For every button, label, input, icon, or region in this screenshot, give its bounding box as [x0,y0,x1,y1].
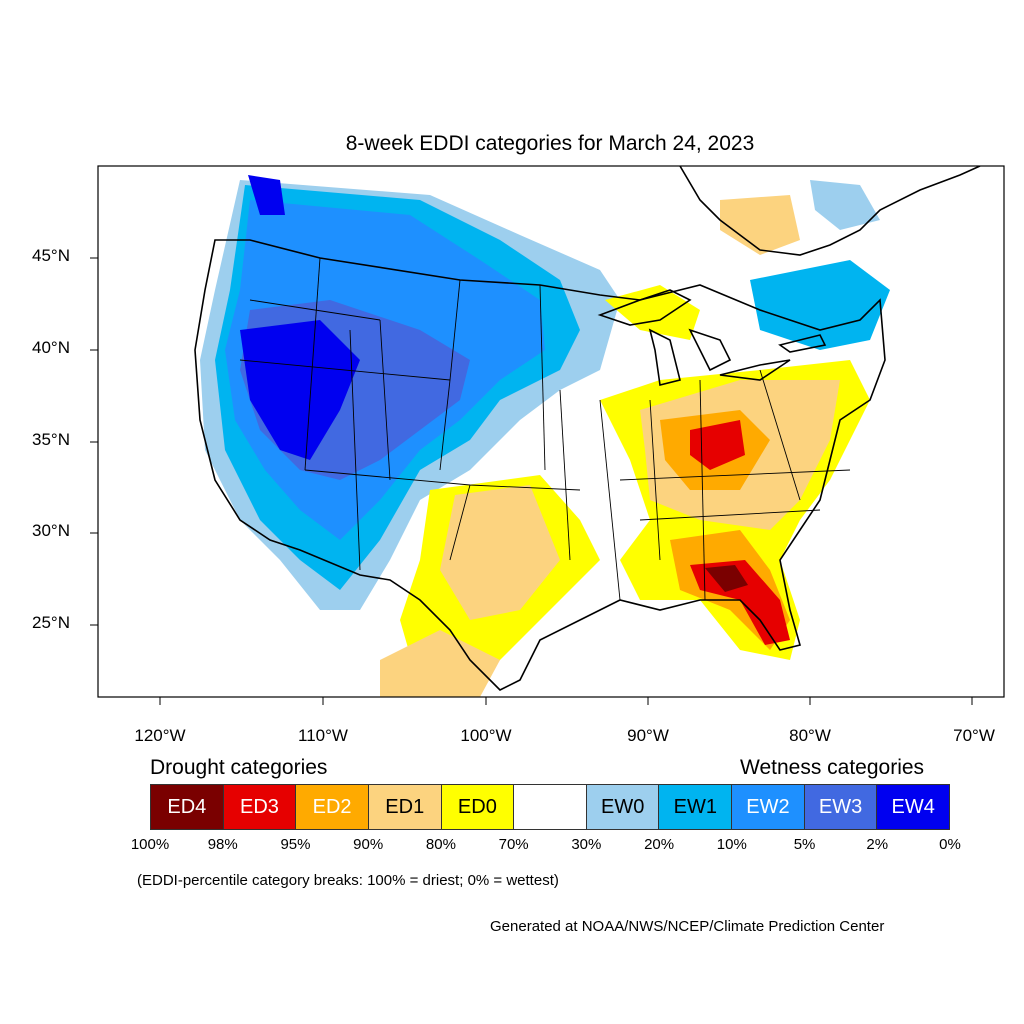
x-label-120w: 120°W [134,726,186,745]
y-label-45n: 45°N [32,246,70,265]
percentile-label: 2% [866,836,889,853]
legend-box-ew0: EW0 [586,785,660,829]
percentile-label: 100% [130,836,170,853]
percentile-label: 20% [644,836,675,853]
x-label-100w: 100°W [460,726,512,745]
legend-note: (EDDI-percentile category breaks: 100% =… [137,872,559,889]
dry-region-ed3-florida [690,560,790,645]
state-lines [239,257,851,601]
x-label-110w: 110°W [298,726,348,745]
legend-box-ew1: EW1 [659,785,733,829]
dry-region-ed4-florida [705,565,748,592]
legend-box-neutral [514,785,587,829]
category-legend: ED4 ED3 ED2 ED1 ED0 EW0 EW1 EW2 EW3 EW4 [150,784,950,830]
great-lakes [597,289,827,386]
axis-ticks [90,257,973,705]
map-frame [97,165,1005,698]
x-label-90w: 90°W [627,726,669,745]
percentile-label: 70% [498,836,529,853]
percentile-label: 0% [939,836,961,853]
percentile-label: 80% [425,836,456,853]
map-boundaries [194,166,981,691]
legend-box-ed0: ED0 [441,785,515,829]
wet-region-ew4-north [248,175,285,215]
legend-box-ed3: ED3 [223,785,297,829]
percentile-label: 30% [571,836,602,853]
drought-categories-heading: Drought categories [150,756,328,779]
us-outline [194,239,886,691]
wetness-categories-heading: Wetness categories [740,756,925,779]
legend-box-ed1: ED1 [368,785,442,829]
percentile-label: 5% [793,836,816,853]
legend-box-ew3: EW3 [804,785,878,829]
dry-region-ed1-canada [720,195,800,255]
percentile-label: 98% [207,836,238,853]
dry-region-ed1-plains [440,485,560,620]
y-label-25n: 25°N [32,613,70,632]
legend-box-ew2: EW2 [732,785,805,829]
legend-box-ew4: EW4 [877,785,950,829]
x-label-70w: 70°W [953,726,995,745]
credit-line: Generated at NOAA/NWS/NCEP/Climate Predi… [490,918,885,935]
wet-region-ew0-canada [810,180,880,230]
y-label-30n: 30°N [32,521,70,540]
map-title: 8-week EDDI categories for March 24, 202… [345,132,755,155]
x-label-80w: 80°W [789,726,831,745]
legend-box-ed4: ED4 [151,785,224,829]
percentile-label: 90% [353,836,384,853]
percentile-label: 10% [716,836,747,853]
percentile-label: 95% [280,836,311,853]
dry-region-ed1-texas [380,630,500,697]
dry-region-ed3-ohio [690,420,745,470]
y-label-35n: 35°N [32,430,70,449]
wet-region-ew4-west [240,320,360,460]
canada-coast [679,166,981,256]
legend-box-ed2: ED2 [296,785,369,829]
y-label-40n: 40°N [32,338,70,357]
wet-region-ew1-northeast [750,260,890,350]
